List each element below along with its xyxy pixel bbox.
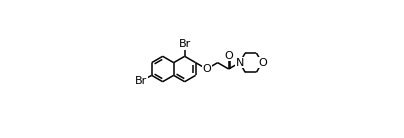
Text: O: O — [225, 51, 234, 61]
Text: Br: Br — [179, 39, 191, 49]
Text: O: O — [259, 58, 267, 68]
Text: Br: Br — [135, 76, 147, 86]
Text: O: O — [202, 64, 211, 74]
Text: N: N — [236, 58, 244, 68]
